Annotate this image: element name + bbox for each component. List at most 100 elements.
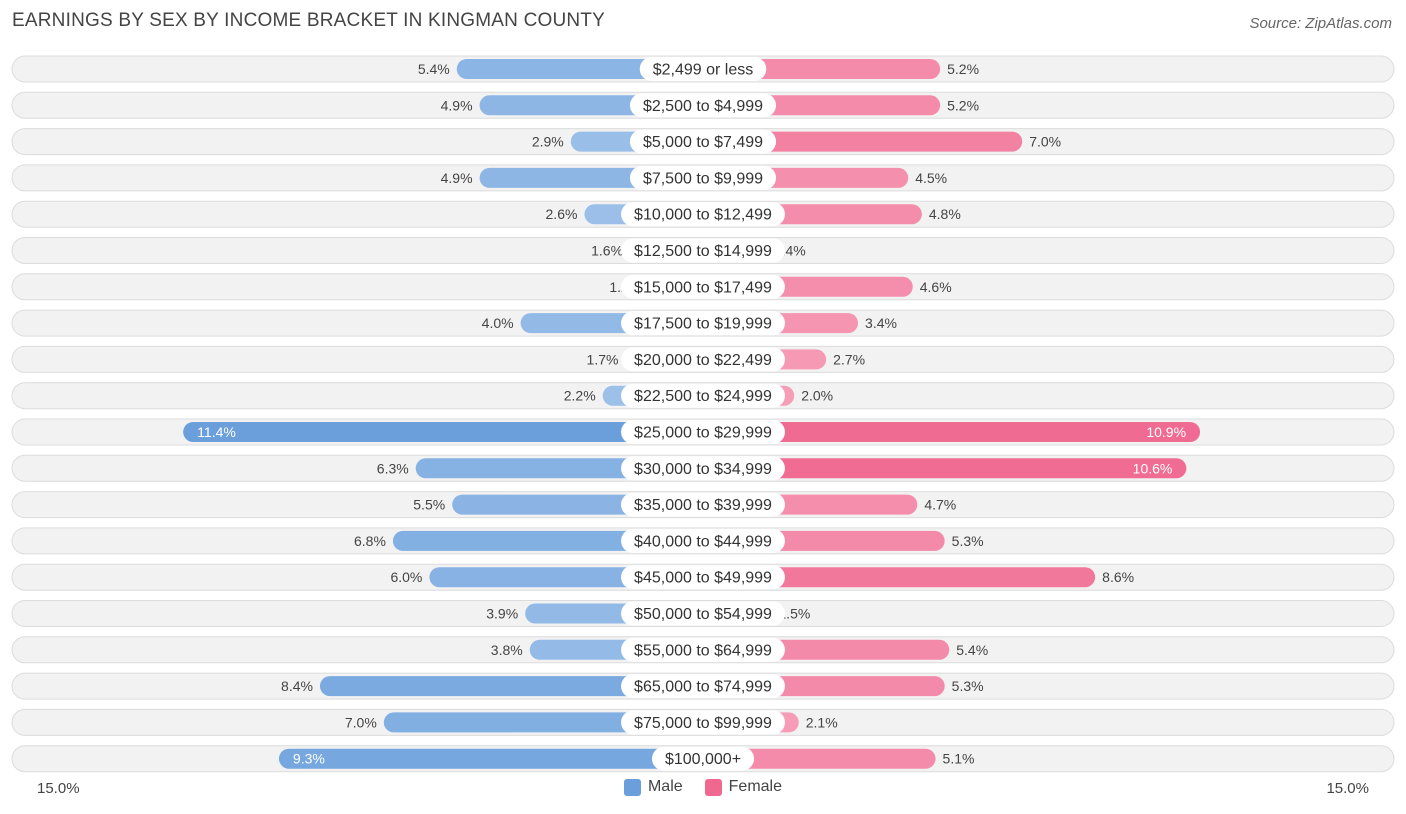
category-label: $10,000 to $12,499 — [634, 207, 772, 224]
category-label: $40,000 to $44,999 — [634, 533, 772, 550]
category-label-background — [629, 129, 777, 154]
male-value-label: 9.3% — [293, 751, 325, 767]
male-value-label: 6.0% — [390, 569, 422, 585]
category-label-background — [621, 420, 785, 444]
bar-chart: 5.4% 5.2% $2,499 or less 4.9% 5.2% $2,500 to … — [11, 55, 1395, 773]
chart-row: 2.9% 7.0% $5,000 to $7,499 — [11, 128, 1395, 156]
legend-item-male[interactable]: Male — [623, 778, 683, 796]
bar-female[interactable] — [703, 131, 1023, 152]
female-value-label: 2.7% — [833, 351, 865, 367]
male-value-label: 2.2% — [564, 388, 596, 404]
category-label-background — [621, 311, 785, 336]
chart-row: 4.9% 4.5% $7,500 to $9,999 — [11, 164, 1395, 192]
category-label-background — [621, 383, 785, 408]
category-label-background — [621, 565, 785, 590]
legend: Male Female — [0, 778, 1406, 796]
chart-row: 11.4% 10.9% $25,000 to $29,999 — [11, 418, 1395, 446]
male-value-label: 6.8% — [354, 533, 386, 549]
male-value-label: 1.6% — [591, 243, 623, 259]
axis-min-label: 15.0% — [37, 780, 80, 797]
male-value-label: 5.5% — [413, 497, 445, 513]
category-label: $7,500 to $9,999 — [643, 170, 763, 187]
category-label: $45,000 to $49,999 — [634, 570, 772, 587]
category-label-background — [639, 57, 767, 81]
male-value-label: 5.4% — [418, 61, 450, 77]
category-label-background — [621, 274, 785, 299]
female-value-label: 4.7% — [924, 497, 956, 513]
category-label-background — [621, 456, 785, 481]
bar-male[interactable] — [183, 422, 703, 442]
bar-female[interactable] — [703, 748, 936, 769]
category-label: $30,000 to $34,999 — [634, 461, 772, 478]
female-value-label: 10.9% — [1146, 424, 1186, 440]
male-value-label: 4.0% — [482, 315, 514, 331]
chart-row: 6.8% 5.3% $40,000 to $44,999 — [11, 527, 1395, 555]
bar-female[interactable] — [703, 458, 1187, 479]
chart-row: 6.3% 10.6% $30,000 to $34,999 — [11, 454, 1395, 482]
chart-row: 9.3% 5.1% $100,000+ — [11, 745, 1395, 773]
female-value-label: 5.4% — [956, 642, 988, 658]
legend-label-female: Female — [728, 778, 783, 795]
chart-row: 2.6% 4.8% $10,000 to $12,499 — [11, 200, 1395, 228]
category-label: $15,000 to $17,499 — [634, 279, 772, 296]
female-value-label: 8.6% — [1102, 569, 1134, 585]
chart-row: 8.4% 5.3% $65,000 to $74,999 — [11, 672, 1395, 700]
chart-row: 1.7% 2.7% $20,000 to $22,499 — [11, 345, 1395, 373]
female-value-label: 5.3% — [952, 533, 984, 549]
female-value-label: 5.2% — [947, 61, 979, 77]
category-label-background — [621, 528, 785, 553]
female-swatch — [704, 778, 722, 796]
legend-item-female[interactable]: Female — [704, 778, 783, 796]
male-value-label: 8.4% — [281, 678, 313, 694]
legend-label-male: Male — [647, 778, 683, 795]
category-label: $12,500 to $14,999 — [634, 243, 772, 260]
category-label: $2,500 to $4,999 — [643, 98, 763, 115]
category-label-background — [621, 601, 785, 626]
category-label: $55,000 to $64,999 — [634, 642, 772, 659]
chart-row: 3.9% 1.5% $50,000 to $54,999 — [11, 600, 1395, 627]
chart-row: 7.0% 2.1% $75,000 to $99,999 — [11, 708, 1395, 736]
female-value-label: 2.0% — [801, 388, 833, 404]
chart-row: 5.5% 4.7% $35,000 to $39,999 — [11, 491, 1395, 519]
category-label: $22,500 to $24,999 — [634, 388, 772, 405]
bar-female[interactable] — [703, 422, 1201, 442]
chart-source: Source: ZipAtlas.com — [1249, 15, 1392, 32]
male-value-label: 2.9% — [532, 134, 564, 150]
female-value-label: 4.5% — [915, 170, 947, 186]
category-label-background — [621, 674, 785, 699]
male-value-label: 2.6% — [546, 206, 578, 222]
female-value-label: 7.0% — [1029, 134, 1061, 150]
chart-row: 3.8% 5.4% $55,000 to $64,999 — [11, 636, 1395, 664]
female-value-label: 3.4% — [865, 315, 897, 331]
category-label-background — [621, 637, 785, 662]
bar-female[interactable] — [703, 567, 1096, 588]
female-value-label: 5.1% — [943, 751, 975, 767]
category-label-background — [621, 202, 785, 227]
chart-row: 6.0% 8.6% $45,000 to $49,999 — [11, 563, 1395, 591]
female-value-label: 4.6% — [920, 279, 952, 295]
chart-row: 5.4% 5.2% $2,499 or less — [11, 55, 1395, 83]
chart-row: 1.6% 1.4%$12,500 to $14,999 — [11, 237, 1395, 264]
male-value-label: 4.9% — [441, 170, 473, 186]
category-label: $5,000 to $7,499 — [643, 134, 763, 151]
male-value-label: 1.7% — [587, 351, 619, 367]
category-label: $20,000 to $22,499 — [634, 352, 772, 369]
female-value-label: 5.3% — [952, 678, 984, 694]
category-label-background — [621, 492, 785, 517]
chart-row: 2.2% 2.0% $22,500 to $24,999 — [11, 382, 1395, 410]
male-value-label: 4.9% — [441, 97, 473, 113]
male-value-label: 3.9% — [486, 606, 518, 622]
female-value-label: 2.1% — [806, 714, 838, 730]
category-label: $2,499 or less — [653, 62, 754, 79]
male-value-label: 7.0% — [345, 714, 377, 730]
bar-male[interactable] — [278, 748, 703, 769]
category-label-background — [621, 347, 785, 372]
chart-title: EARNINGS BY SEX BY INCOME BRACKET IN KIN… — [12, 10, 605, 31]
category-label: $65,000 to $74,999 — [634, 679, 772, 696]
category-label: $50,000 to $54,999 — [634, 606, 772, 623]
female-value-label: 4.8% — [929, 206, 961, 222]
category-label: $17,500 to $19,999 — [634, 316, 772, 333]
female-value-label: 5.2% — [947, 97, 979, 113]
bar-male[interactable] — [319, 676, 703, 697]
category-label-background — [629, 93, 777, 118]
